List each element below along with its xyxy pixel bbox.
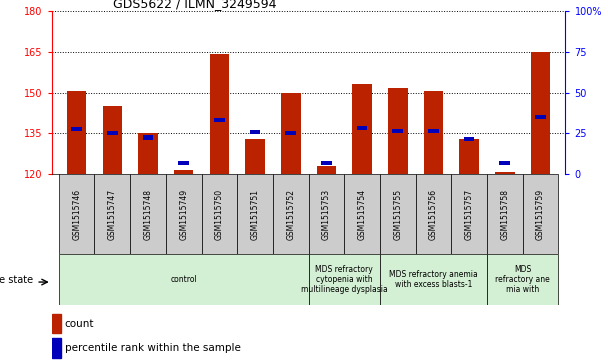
Bar [499,161,510,166]
Bar [531,52,550,174]
Bar [357,126,367,130]
Bar [428,129,439,133]
Bar [388,89,407,174]
Bar [166,174,201,254]
Bar [281,93,300,174]
Bar [214,118,225,122]
Text: GSM1515753: GSM1515753 [322,189,331,240]
Bar [424,91,443,174]
Bar [250,130,260,134]
Text: MDS
refractory ane
mia with: MDS refractory ane mia with [496,265,550,294]
Bar [245,139,265,174]
Text: GSM1515750: GSM1515750 [215,189,224,240]
Bar [308,174,344,254]
Bar [143,135,153,139]
Bar [174,170,193,174]
Bar [495,171,514,174]
Bar [94,174,130,254]
Bar [138,133,158,174]
Bar [59,174,94,254]
Bar [273,174,308,254]
Text: control: control [170,275,197,284]
Text: MDS refractory
cytopenia with
multilineage dysplasia: MDS refractory cytopenia with multilinea… [301,265,388,294]
Bar [317,166,336,174]
Text: GSM1515747: GSM1515747 [108,189,117,240]
Text: GSM1515759: GSM1515759 [536,189,545,240]
Bar [321,161,332,166]
Bar [380,254,487,305]
Bar [380,174,416,254]
Text: GSM1515755: GSM1515755 [393,189,402,240]
Bar [464,137,474,141]
Bar [52,338,61,358]
Bar [285,131,296,135]
Bar [210,54,229,174]
Bar [237,174,273,254]
Bar [103,106,122,174]
Text: GSM1515756: GSM1515756 [429,189,438,240]
Text: GSM1515751: GSM1515751 [250,189,260,240]
Text: GSM1515746: GSM1515746 [72,189,81,240]
Text: percentile rank within the sample: percentile rank within the sample [64,343,240,353]
Text: GSM1515754: GSM1515754 [358,189,367,240]
Bar [487,254,558,305]
Bar [308,254,380,305]
Bar [352,84,372,174]
Bar [535,115,546,119]
Text: disease state: disease state [0,274,33,285]
Bar [59,254,308,305]
Bar [178,161,189,166]
Bar [523,174,558,254]
Text: MDS refractory anemia
with excess blasts-1: MDS refractory anemia with excess blasts… [389,270,478,289]
Text: GDS5622 / ILMN_3249594: GDS5622 / ILMN_3249594 [113,0,277,10]
Bar [52,314,61,333]
Bar [344,174,380,254]
Bar [487,174,523,254]
Bar [392,129,403,133]
Bar [107,131,118,135]
Text: GSM1515757: GSM1515757 [465,189,474,240]
Bar [201,174,237,254]
Text: GSM1515758: GSM1515758 [500,189,510,240]
Bar [459,139,479,174]
Bar [71,127,82,131]
Text: GSM1515749: GSM1515749 [179,189,188,240]
Bar [130,174,166,254]
Text: count: count [64,319,94,329]
Text: GSM1515748: GSM1515748 [143,189,153,240]
Bar [67,91,86,174]
Bar [416,174,451,254]
Text: GSM1515752: GSM1515752 [286,189,295,240]
Bar [451,174,487,254]
